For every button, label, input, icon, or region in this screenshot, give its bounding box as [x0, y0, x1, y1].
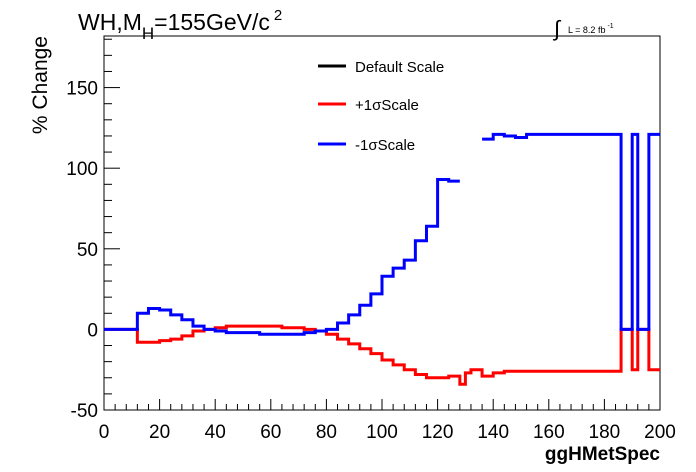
y-tick-label: 100 — [66, 159, 98, 180]
x-axis-label: ggHMetSpec — [545, 444, 661, 465]
legend-label-plus1sigma: +1σScale — [355, 97, 419, 114]
x-tick-label: 80 — [316, 422, 337, 443]
series-layer — [104, 132, 660, 386]
x-tick-label: 180 — [589, 422, 621, 443]
x-tick-label: 160 — [533, 422, 565, 443]
x-tick-label: 140 — [477, 422, 509, 443]
chart-title: WH,MH=155GeV/c 2 — [78, 7, 282, 43]
x-tick-label: 120 — [422, 422, 454, 443]
y-axis-label: % Change — [29, 36, 52, 134]
y-tick-label: -50 — [71, 401, 98, 422]
y-tick-label: 0 — [87, 320, 98, 341]
x-tick-label: 60 — [260, 422, 281, 443]
x-tick-label: 40 — [205, 422, 226, 443]
lumi-integral-symbol: ∫ — [552, 16, 562, 41]
lumi-label: L = 8.2 fb -1 — [568, 23, 614, 35]
x-tick-label: 100 — [366, 422, 398, 443]
y-tick-label: 50 — [77, 240, 98, 261]
x-tick-label: 20 — [149, 422, 170, 443]
series-line-1 — [104, 324, 660, 386]
legend-label-default: Default Scale — [355, 59, 444, 76]
x-tick-label: 0 — [99, 422, 110, 443]
series-line-2 — [104, 132, 660, 336]
x-tick-label: 200 — [644, 422, 676, 443]
y-tick-label: 150 — [66, 79, 98, 100]
legend: Default Scale +1σScale -1σScale — [318, 59, 444, 154]
legend-label-minus1sigma: -1σScale — [355, 137, 415, 154]
